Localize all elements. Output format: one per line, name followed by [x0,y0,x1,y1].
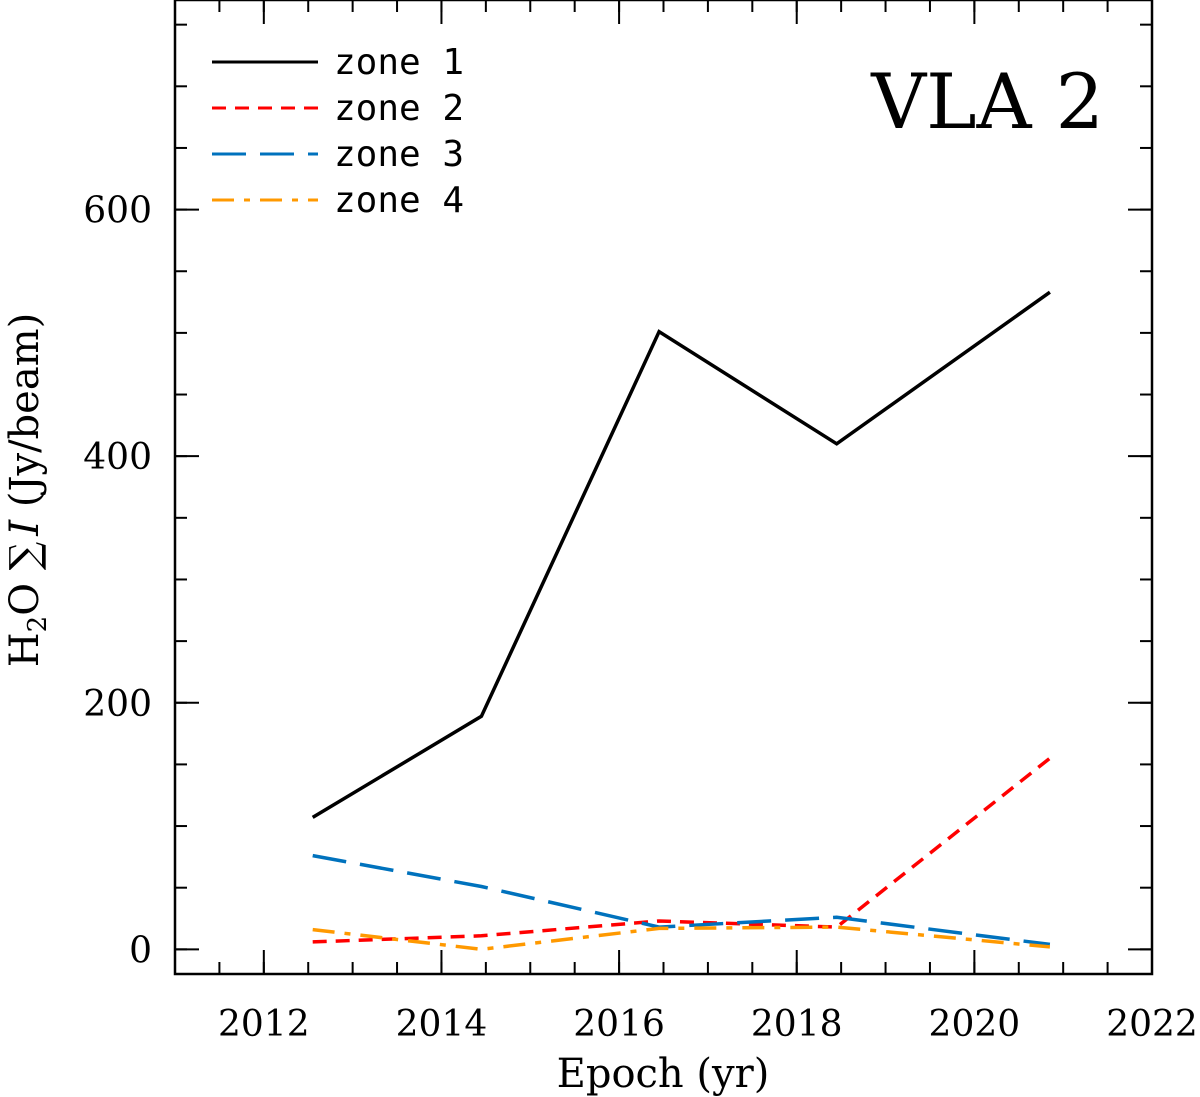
y-tick-label: 200 [83,684,152,725]
y-tick-label: 0 [129,930,152,971]
x-tick-label: 2020 [929,1004,1021,1045]
legend-label-zone-2: zone 2 [334,88,464,129]
x-tick-label: 2016 [573,1004,665,1045]
y-axis-title: H2O ∑ I (Jy/beam) [2,313,53,667]
series-line-zone-3 [312,853,1051,947]
y-axis-title-sum: ∑ [2,541,48,570]
x-tick-label: 2014 [396,1004,488,1045]
y-tick-label: 600 [83,191,152,232]
y-axis-title-italic: I [2,519,48,537]
legend-label-zone-4: zone 4 [334,180,464,221]
y-tick-label: 400 [83,437,152,478]
y-axis-title-subscript: 2 [23,616,53,633]
series-line-zone-2 [312,756,1051,944]
series-line-zone-1 [311,290,1051,819]
legend-label-zone-3: zone 3 [334,134,464,175]
y-axis-title-prefix: H [2,632,48,667]
y-axis-title-suffix: (Jy/beam) [2,313,48,520]
x-tick-label: 2012 [218,1004,310,1045]
legend-label-zone-1: zone 1 [334,42,464,83]
panel-label: VLA 2 [870,57,1104,146]
x-tick-label: 2018 [751,1004,843,1045]
x-axis-title: Epoch (yr) [557,1051,770,1097]
plot-frame [173,0,1154,976]
y-axis-title-mid: O [2,570,48,616]
x-tick-label: 2022 [1106,1004,1198,1045]
series-line-zone-4 [312,925,1051,952]
